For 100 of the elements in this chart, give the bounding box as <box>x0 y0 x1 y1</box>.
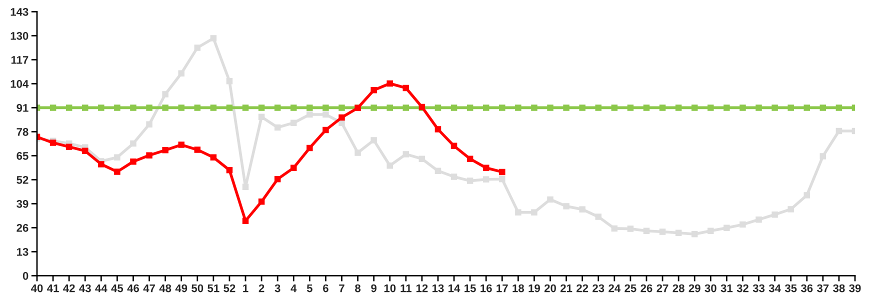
point <box>258 104 265 111</box>
point <box>804 192 810 198</box>
point <box>258 198 265 205</box>
point <box>418 156 426 162</box>
point <box>322 126 329 134</box>
x-tick-label: 35 <box>784 284 797 292</box>
point <box>194 146 201 153</box>
point <box>114 168 120 175</box>
point <box>450 104 458 111</box>
point <box>162 147 168 154</box>
point <box>531 104 538 111</box>
point <box>402 104 410 111</box>
x-tick-label: 6 <box>323 284 328 292</box>
point <box>691 231 698 238</box>
x-tick-label: 30 <box>704 284 716 292</box>
point <box>482 176 490 182</box>
point <box>162 104 168 111</box>
x-tick-label: 17 <box>496 284 508 292</box>
point <box>66 104 72 111</box>
point <box>82 104 88 111</box>
point <box>499 176 506 182</box>
point <box>242 104 249 111</box>
point <box>563 104 570 111</box>
point <box>579 206 586 213</box>
point <box>274 104 281 111</box>
point <box>627 226 634 232</box>
point <box>306 104 313 111</box>
point <box>547 104 554 111</box>
point <box>226 78 233 84</box>
point <box>756 216 762 223</box>
point <box>338 104 345 111</box>
x-tick-label: 33 <box>752 284 765 292</box>
x-tick-label: 36 <box>800 284 813 292</box>
x-tick-label: 34 <box>768 284 781 292</box>
point <box>274 176 281 182</box>
point <box>114 104 120 111</box>
point <box>226 166 233 174</box>
y-tick-label: 0 <box>22 272 28 280</box>
x-tick-label: 46 <box>127 284 140 292</box>
point <box>772 211 778 218</box>
point <box>98 104 104 111</box>
point <box>306 144 313 152</box>
x-tick-label: 49 <box>175 284 188 292</box>
y-tick-label: 143 <box>10 8 28 16</box>
point <box>258 114 265 120</box>
point <box>178 70 184 76</box>
x-tick-label: 7 <box>339 284 344 292</box>
point <box>178 142 184 148</box>
point <box>290 104 297 111</box>
point <box>130 104 136 111</box>
point <box>226 104 233 111</box>
point <box>306 111 313 118</box>
point <box>210 35 217 42</box>
point <box>146 104 152 111</box>
point <box>146 121 152 128</box>
x-tick-label: 25 <box>624 284 636 292</box>
x-tick-label: 18 <box>512 284 524 292</box>
y-tick-label: 65 <box>16 152 28 160</box>
x-tick-label: 27 <box>656 284 668 292</box>
point <box>836 104 842 111</box>
y-tick-label: 78 <box>16 128 28 136</box>
x-tick-label: 20 <box>544 284 556 292</box>
y-tick-label: 117 <box>11 56 28 64</box>
point <box>210 154 217 160</box>
x-tick-label: 16 <box>480 284 492 292</box>
point <box>66 144 72 150</box>
x-tick-label: 48 <box>159 284 172 292</box>
point <box>178 104 184 111</box>
point <box>354 150 361 156</box>
x-tick-label: 52 <box>224 284 236 292</box>
point <box>724 104 730 111</box>
point <box>450 174 458 180</box>
x-tick-label: 2 <box>258 284 264 292</box>
point <box>434 104 442 111</box>
point <box>836 128 842 134</box>
x-tick-label: 39 <box>849 284 861 292</box>
point <box>466 104 474 111</box>
y-tick-label: 13 <box>17 248 28 256</box>
x-tick-label: 5 <box>306 284 312 292</box>
point <box>820 104 826 111</box>
point <box>386 162 393 169</box>
y-tick-label: 39 <box>16 200 28 208</box>
point <box>499 104 506 111</box>
point <box>595 104 602 111</box>
point <box>386 80 393 87</box>
point <box>434 126 442 132</box>
x-tick-label: 29 <box>688 284 700 292</box>
point <box>740 221 746 228</box>
x-tick-label: 32 <box>736 284 748 292</box>
point <box>515 209 522 216</box>
x-tick-label: 40 <box>30 284 43 292</box>
x-tick-label: 28 <box>672 284 684 292</box>
point <box>450 142 458 150</box>
point <box>708 228 714 234</box>
x-tick-label: 45 <box>111 284 124 292</box>
x-tick-label: 26 <box>640 284 652 292</box>
point <box>708 104 714 111</box>
x-tick-label: 42 <box>63 284 75 292</box>
point <box>370 137 377 144</box>
point <box>482 164 490 172</box>
